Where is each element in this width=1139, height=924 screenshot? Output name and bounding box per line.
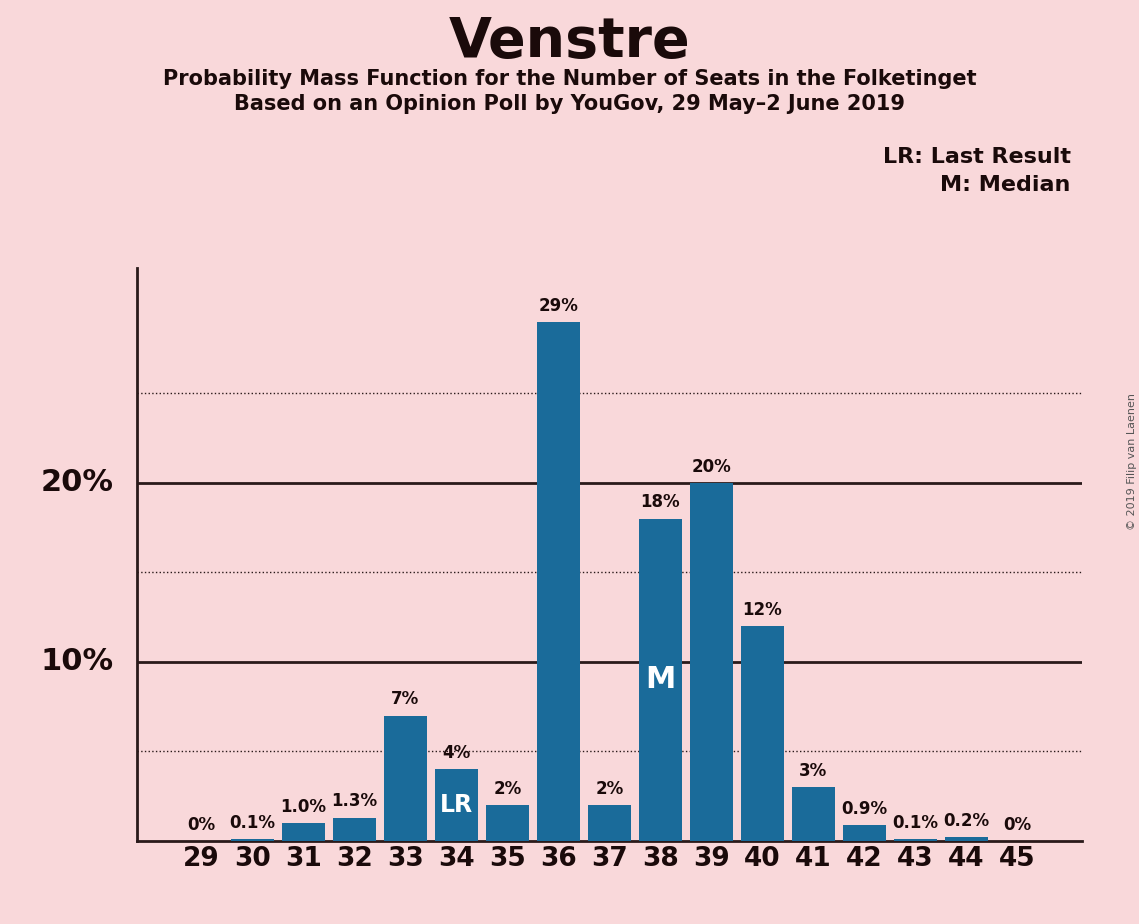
Bar <box>333 818 376 841</box>
Text: 4%: 4% <box>442 744 470 762</box>
Text: 0.1%: 0.1% <box>229 814 276 832</box>
Text: 2%: 2% <box>493 780 522 797</box>
Bar <box>588 805 631 841</box>
Text: 1.0%: 1.0% <box>280 797 327 816</box>
Bar <box>894 839 937 841</box>
Bar <box>435 769 478 841</box>
Bar <box>281 823 325 841</box>
Text: 18%: 18% <box>640 493 680 512</box>
Text: 0.2%: 0.2% <box>943 812 990 830</box>
Text: 20%: 20% <box>691 457 731 476</box>
Text: LR: LR <box>440 793 473 817</box>
Text: Probability Mass Function for the Number of Seats in the Folketinget: Probability Mass Function for the Number… <box>163 68 976 89</box>
Text: 20%: 20% <box>41 468 114 497</box>
Bar <box>639 518 682 841</box>
Text: 2%: 2% <box>596 780 623 797</box>
Text: 29%: 29% <box>539 297 579 314</box>
Text: 0%: 0% <box>1003 816 1032 833</box>
Text: 0.1%: 0.1% <box>892 814 939 832</box>
Bar <box>690 482 734 841</box>
Text: 0%: 0% <box>187 816 215 833</box>
Text: M: M <box>645 665 675 694</box>
Text: M: Median: M: Median <box>941 175 1071 195</box>
Bar <box>843 825 886 841</box>
Text: 10%: 10% <box>41 648 114 676</box>
Text: 3%: 3% <box>800 762 828 780</box>
Bar <box>231 839 274 841</box>
Text: 12%: 12% <box>743 601 782 619</box>
Text: 7%: 7% <box>391 690 419 709</box>
Bar <box>944 837 988 841</box>
Text: 0.9%: 0.9% <box>842 799 887 818</box>
Bar <box>740 626 784 841</box>
Text: © 2019 Filip van Laenen: © 2019 Filip van Laenen <box>1126 394 1137 530</box>
Bar <box>536 322 580 841</box>
Text: 1.3%: 1.3% <box>331 793 377 810</box>
Bar <box>485 805 528 841</box>
Text: Based on an Opinion Poll by YouGov, 29 May–2 June 2019: Based on an Opinion Poll by YouGov, 29 M… <box>233 94 906 115</box>
Text: LR: Last Result: LR: Last Result <box>883 147 1071 167</box>
Bar <box>792 787 835 841</box>
Bar <box>384 715 427 841</box>
Text: Venstre: Venstre <box>449 15 690 68</box>
